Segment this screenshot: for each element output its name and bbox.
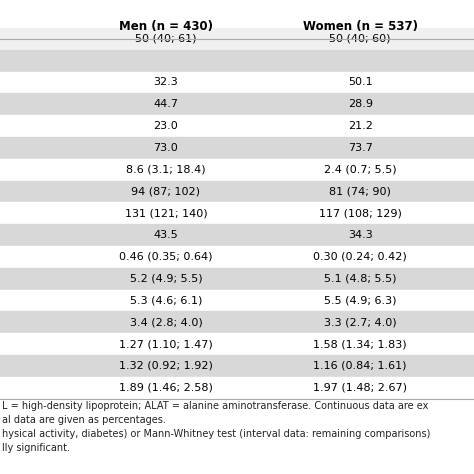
Bar: [0, 224, 474, 246]
Text: lly significant.: lly significant.: [2, 443, 70, 453]
Bar: [0, 377, 474, 399]
Text: 131 (121; 140): 131 (121; 140): [125, 208, 207, 219]
Text: 8.6 (3.1; 18.4): 8.6 (3.1; 18.4): [126, 164, 206, 175]
Bar: [0, 268, 474, 290]
Bar: [0, 333, 474, 355]
Text: al data are given as percentages.: al data are given as percentages.: [2, 415, 166, 425]
Bar: [0, 28, 474, 50]
Text: 1.89 (1.46; 2.58): 1.89 (1.46; 2.58): [119, 383, 213, 393]
Text: 94 (87; 102): 94 (87; 102): [131, 186, 201, 197]
Text: 50.1: 50.1: [348, 77, 373, 88]
Text: 21.2: 21.2: [348, 121, 373, 131]
Text: hysical activity, diabetes) or Mann-Whitney test (interval data: remaining compa: hysical activity, diabetes) or Mann-Whit…: [2, 429, 431, 439]
Text: 5.5 (4.9; 6.3): 5.5 (4.9; 6.3): [324, 295, 396, 306]
Text: 73.0: 73.0: [154, 143, 178, 153]
Text: 43.5: 43.5: [154, 230, 178, 240]
Bar: [0, 202, 474, 224]
Text: 44.7: 44.7: [154, 99, 178, 109]
Text: 5.1 (4.8; 5.5): 5.1 (4.8; 5.5): [324, 273, 396, 284]
Bar: [0, 355, 474, 377]
Bar: [0, 181, 474, 202]
Bar: [0, 50, 474, 72]
Text: 50 (40; 61): 50 (40; 61): [135, 34, 197, 44]
Text: 32.3: 32.3: [154, 77, 178, 88]
Text: L = high-density lipoprotein; ALAT = alanine aminotransferase. Continuous data a: L = high-density lipoprotein; ALAT = ala…: [2, 401, 429, 410]
Text: 50 (40; 60): 50 (40; 60): [329, 34, 391, 44]
Text: 1.58 (1.34; 1.83): 1.58 (1.34; 1.83): [313, 339, 407, 349]
Text: 0.46 (0.35; 0.64): 0.46 (0.35; 0.64): [119, 252, 213, 262]
Text: 3.3 (2.7; 4.0): 3.3 (2.7; 4.0): [324, 317, 397, 328]
Text: 23.0: 23.0: [154, 121, 178, 131]
Text: Men (n = 430): Men (n = 430): [119, 19, 213, 33]
Text: 2.4 (0.7; 5.5): 2.4 (0.7; 5.5): [324, 164, 397, 175]
Text: 1.32 (0.92; 1.92): 1.32 (0.92; 1.92): [119, 361, 213, 371]
Bar: [0, 246, 474, 268]
Text: 73.7: 73.7: [348, 143, 373, 153]
Text: 0.30 (0.24; 0.42): 0.30 (0.24; 0.42): [313, 252, 407, 262]
Bar: [0, 93, 474, 115]
Text: 1.27 (1.10; 1.47): 1.27 (1.10; 1.47): [119, 339, 213, 349]
Bar: [0, 311, 474, 333]
Bar: [0, 290, 474, 311]
Bar: [0, 72, 474, 93]
Bar: [0, 13, 474, 39]
Text: 34.3: 34.3: [348, 230, 373, 240]
Text: 1.16 (0.84; 1.61): 1.16 (0.84; 1.61): [313, 361, 407, 371]
Text: 1.97 (1.48; 2.67): 1.97 (1.48; 2.67): [313, 383, 407, 393]
Text: Women (n = 537): Women (n = 537): [303, 19, 418, 33]
Bar: [0, 137, 474, 159]
Text: 28.9: 28.9: [348, 99, 373, 109]
Text: 81 (74; 90): 81 (74; 90): [329, 186, 391, 197]
Bar: [0, 159, 474, 181]
Bar: [0, 115, 474, 137]
Text: 117 (108; 129): 117 (108; 129): [319, 208, 401, 219]
Text: 3.4 (2.8; 4.0): 3.4 (2.8; 4.0): [129, 317, 202, 328]
Text: 5.2 (4.9; 5.5): 5.2 (4.9; 5.5): [129, 273, 202, 284]
Text: 5.3 (4.6; 6.1): 5.3 (4.6; 6.1): [130, 295, 202, 306]
